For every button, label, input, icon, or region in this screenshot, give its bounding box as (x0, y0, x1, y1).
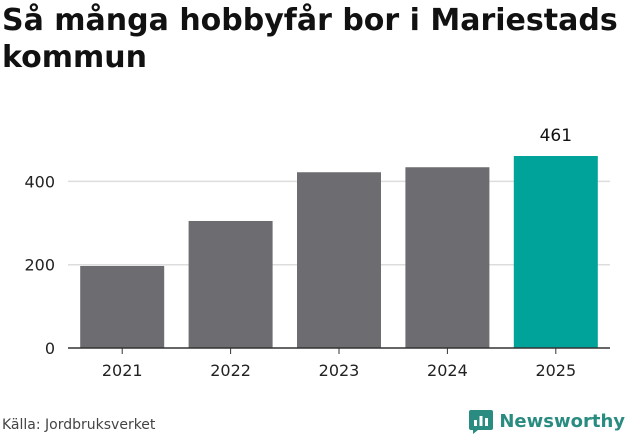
x-tick-label: 2023 (319, 361, 360, 380)
bar (513, 156, 598, 348)
y-tick-label: 400 (24, 172, 55, 191)
y-tick-label: 0 (45, 339, 55, 358)
x-tick-label: 2024 (427, 361, 468, 380)
x-tick-label: 2022 (210, 361, 251, 380)
chart-title: Så många hobbyfår bor i Mariestads kommu… (2, 3, 618, 75)
source-text: Källa: Jordbruksverket (2, 417, 156, 433)
x-tick-label: 2021 (102, 361, 143, 380)
bar (297, 172, 381, 348)
x-tick-label: 2025 (535, 361, 576, 380)
data-label: 461 (540, 126, 572, 146)
bar (80, 265, 165, 348)
x-axis-ticks: 2021 2022 2023 2024 2025 (102, 348, 576, 380)
brand-name: Newsworthy (499, 410, 625, 432)
newsworthy-logo-icon (469, 410, 494, 434)
brand-logo: Newsworthy (468, 408, 625, 434)
bar (405, 167, 490, 348)
bar (188, 220, 273, 348)
value-labels: 461 (540, 126, 572, 146)
y-axis-ticks: 0 200 400 (24, 172, 55, 358)
bars (80, 156, 598, 348)
y-tick-label: 200 (24, 256, 55, 275)
